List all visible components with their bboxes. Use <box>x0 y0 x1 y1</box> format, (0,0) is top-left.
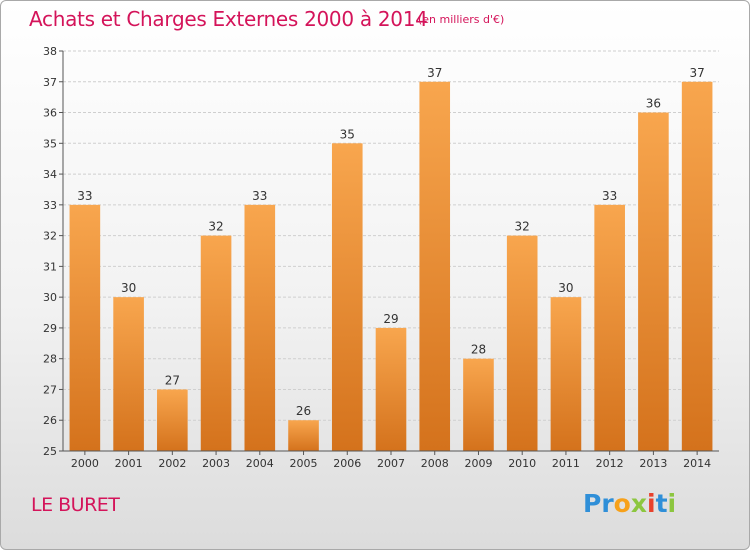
y-tick-label: 25 <box>43 445 57 458</box>
y-tick-label: 32 <box>43 230 57 243</box>
x-tick-label: 2011 <box>552 457 580 470</box>
bar-2000 <box>69 204 101 451</box>
chart-title: Achats et Charges Externes 2000 à 2014 <box>29 7 428 31</box>
bar-2006 <box>331 143 363 452</box>
data-label: 33 <box>77 189 92 203</box>
data-label: 33 <box>252 189 267 203</box>
data-label: 35 <box>340 127 355 141</box>
bar-2004 <box>244 204 276 451</box>
logo-letter: i <box>667 489 677 518</box>
bar-2003 <box>200 235 232 451</box>
y-tick-label: 31 <box>43 260 57 273</box>
x-tick-label: 2002 <box>158 457 186 470</box>
bar-2001 <box>113 297 144 451</box>
y-tick-label: 36 <box>43 107 57 120</box>
data-label: 33 <box>602 189 617 203</box>
y-tick-label: 33 <box>43 199 57 212</box>
bar-2014 <box>681 81 713 452</box>
logo-letter: o <box>613 489 631 518</box>
y-tick-label: 26 <box>43 414 57 427</box>
proxiti-logo: Proxiti <box>583 489 676 518</box>
logo-letter: r <box>601 489 614 518</box>
bar-2002 <box>157 389 188 451</box>
logo-letter: i <box>647 489 656 518</box>
bar-2008 <box>419 81 451 452</box>
x-tick-label: 2001 <box>115 457 143 470</box>
y-tick-label: 30 <box>43 291 57 304</box>
data-label: 37 <box>427 66 442 80</box>
y-tick-label: 37 <box>43 76 57 89</box>
bar-2011 <box>550 297 582 451</box>
chart-unit: (en milliers d'€) <box>418 13 505 26</box>
bar-2007 <box>375 327 407 451</box>
data-label: 36 <box>646 97 661 111</box>
x-tick-label: 2012 <box>596 457 624 470</box>
x-tick-label: 2000 <box>71 457 99 470</box>
logo-letter: x <box>630 489 647 518</box>
data-label: 28 <box>471 343 486 357</box>
x-tick-label: 2003 <box>202 457 230 470</box>
x-tick-label: 2010 <box>508 457 536 470</box>
bar-2009 <box>463 358 494 451</box>
commune-name: LE BURET <box>31 494 120 516</box>
x-tick-label: 2014 <box>683 457 711 470</box>
data-label: 27 <box>165 373 180 387</box>
bar-2012 <box>594 204 625 451</box>
x-tick-label: 2005 <box>290 457 318 470</box>
y-tick-label: 27 <box>43 383 57 396</box>
y-tick-label: 34 <box>43 168 57 181</box>
logo-letter: P <box>583 489 602 518</box>
data-label: 29 <box>383 312 398 326</box>
data-label: 32 <box>515 220 530 234</box>
data-label: 37 <box>689 66 704 80</box>
bar-2005 <box>288 420 319 451</box>
bar-2013 <box>638 112 669 452</box>
x-tick-label: 2004 <box>246 457 274 470</box>
y-tick-label: 28 <box>43 353 57 366</box>
y-tick-label: 38 <box>43 45 57 58</box>
x-tick-label: 2006 <box>333 457 361 470</box>
data-label: 32 <box>208 220 223 234</box>
data-label: 26 <box>296 404 311 418</box>
x-tick-label: 2008 <box>421 457 449 470</box>
data-label: 30 <box>558 281 573 295</box>
y-tick-label: 35 <box>43 137 57 150</box>
data-label: 30 <box>121 281 136 295</box>
x-tick-label: 2007 <box>377 457 405 470</box>
logo-letter: t <box>655 489 668 518</box>
x-tick-label: 2009 <box>464 457 492 470</box>
x-tick-label: 2013 <box>639 457 667 470</box>
y-tick-label: 29 <box>43 322 57 335</box>
bar-2010 <box>506 235 538 451</box>
